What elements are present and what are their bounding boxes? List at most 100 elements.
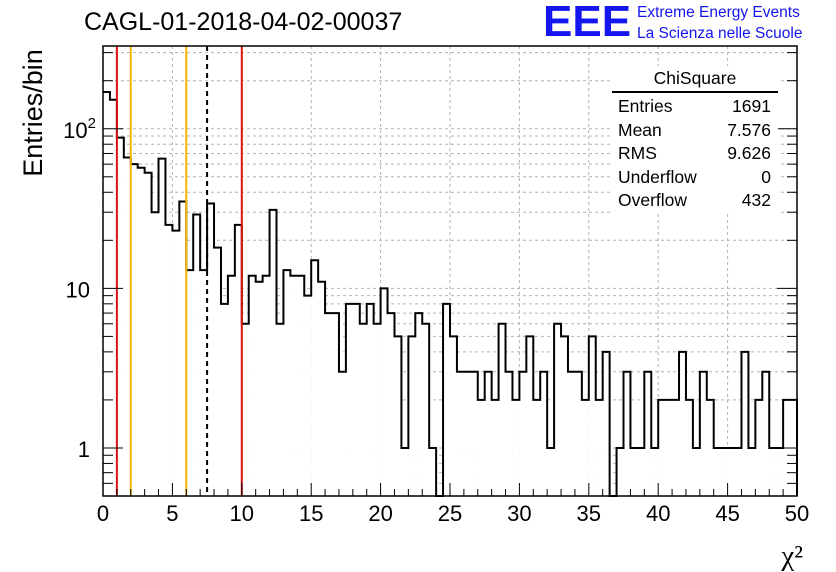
- histogram-bin: [338, 371, 346, 516]
- histogram-bin: [581, 399, 589, 516]
- histogram-bin: [727, 447, 735, 516]
- histogram-bin: [720, 447, 728, 516]
- x-tick-label: 40: [646, 501, 670, 526]
- histogram-bin: [769, 447, 777, 516]
- histogram-bin: [352, 303, 360, 516]
- histogram-bin: [373, 323, 381, 516]
- histogram-bin: [602, 351, 610, 516]
- histogram-bin: [450, 336, 457, 516]
- x-tick-label: 0: [97, 501, 109, 526]
- stats-row-overflow: Overflow 432: [612, 189, 778, 213]
- histogram-bin: [359, 323, 367, 516]
- histogram-bin: [429, 447, 437, 516]
- stats-label: Mean: [618, 119, 662, 140]
- histogram-bin: [734, 447, 742, 516]
- histogram-bin: [477, 399, 485, 516]
- histogram-bin: [255, 281, 263, 516]
- histogram-bin: [491, 399, 499, 516]
- y-tick-labels: 1 10 102: [63, 115, 96, 462]
- histogram-bin: [748, 447, 756, 516]
- histogram-bin: [783, 399, 791, 516]
- histogram-bin: [658, 399, 666, 516]
- stats-row-underflow: Underflow 0: [612, 166, 778, 190]
- stats-value: 9.626: [727, 143, 771, 163]
- histogram-bin: [276, 323, 284, 516]
- run-title: CAGL-01-2018-04-02-00037: [84, 8, 403, 36]
- histogram-bin: [151, 212, 159, 517]
- histogram-bin: [588, 336, 596, 516]
- histogram-bin: [332, 313, 339, 516]
- histogram-bin: [345, 303, 353, 516]
- stats-value: 432: [741, 190, 771, 210]
- histogram-bin: [380, 288, 388, 516]
- histogram-bin: [672, 399, 680, 516]
- histogram-bin: [186, 270, 194, 516]
- histogram-bin: [262, 275, 270, 516]
- stats-label: RMS: [618, 143, 657, 163]
- histogram-bin: [630, 447, 638, 516]
- x-tick-label: 10: [230, 501, 254, 526]
- x-tick-labels: 0 5 10 15 20 25 30 35 40 45 50: [97, 501, 809, 526]
- histogram-bin: [248, 275, 256, 516]
- x-tick-label: 15: [299, 501, 323, 526]
- histogram-bin: [130, 164, 138, 516]
- histogram-bin: [214, 247, 221, 516]
- histogram-bin: [366, 303, 374, 516]
- x-tick-label: 30: [507, 501, 531, 526]
- histogram-bin: [713, 447, 721, 516]
- logo-line-2: La Scienza nelle Scuole: [637, 25, 803, 42]
- histogram-bin: [595, 399, 603, 516]
- histogram-bin: [290, 275, 298, 516]
- histogram-bin: [408, 336, 416, 516]
- y-axis-label: Entries/bin: [18, 49, 48, 177]
- histogram-bin: [207, 203, 215, 516]
- histogram-bin: [755, 399, 763, 516]
- stats-value: 7.576: [727, 119, 771, 140]
- histogram-bin: [227, 275, 235, 516]
- stats-label: Underflow: [618, 166, 697, 187]
- histogram-bin: [456, 371, 464, 516]
- stats-row-entries: Entries 1691: [612, 95, 778, 119]
- stats-value: 0: [761, 166, 771, 187]
- histogram-bin: [706, 399, 714, 516]
- histogram-bin: [304, 295, 312, 516]
- histogram-bin: [415, 313, 423, 516]
- histogram-bin: [297, 275, 305, 516]
- histogram-bin: [623, 371, 631, 516]
- histogram-bin: [637, 447, 645, 516]
- histogram-bin: [685, 399, 693, 516]
- histogram-bin: [463, 371, 471, 516]
- histogram-bin: [526, 336, 534, 516]
- histogram-bin: [144, 172, 152, 516]
- histogram-bin: [179, 201, 187, 516]
- histogram-bin: [193, 214, 201, 516]
- histogram-bin: [505, 371, 513, 516]
- stats-value: 1691: [732, 96, 771, 116]
- x-tick-label: 45: [715, 501, 739, 526]
- histogram-bin: [109, 99, 117, 517]
- histogram-bin: [741, 351, 749, 516]
- histogram-bin: [401, 447, 409, 516]
- histogram-bin: [533, 399, 541, 516]
- histogram-bin: [269, 209, 277, 517]
- histogram-bin: [172, 230, 180, 516]
- histogram-bin: [512, 399, 520, 516]
- x-tick-label: 25: [438, 501, 462, 526]
- y-tick-label: 102: [63, 115, 96, 143]
- histogram-bin: [519, 371, 527, 516]
- histogram-bin: [241, 323, 249, 516]
- histogram-bin: [651, 447, 659, 516]
- stats-row-mean: Mean 7.576: [612, 119, 778, 143]
- x-tick-label: 5: [166, 501, 178, 526]
- histogram-bin: [540, 371, 548, 516]
- histogram-bin: [283, 270, 291, 516]
- stats-label: Overflow: [618, 190, 688, 210]
- histogram-bin: [498, 323, 506, 516]
- y-tick-label: 1: [78, 437, 90, 462]
- histogram-bin: [158, 158, 166, 516]
- histogram-bin: [776, 447, 784, 516]
- histogram-bin: [422, 323, 430, 516]
- histogram-bin: [790, 399, 797, 516]
- histogram-bin: [165, 224, 173, 516]
- x-tick-label: 20: [368, 501, 392, 526]
